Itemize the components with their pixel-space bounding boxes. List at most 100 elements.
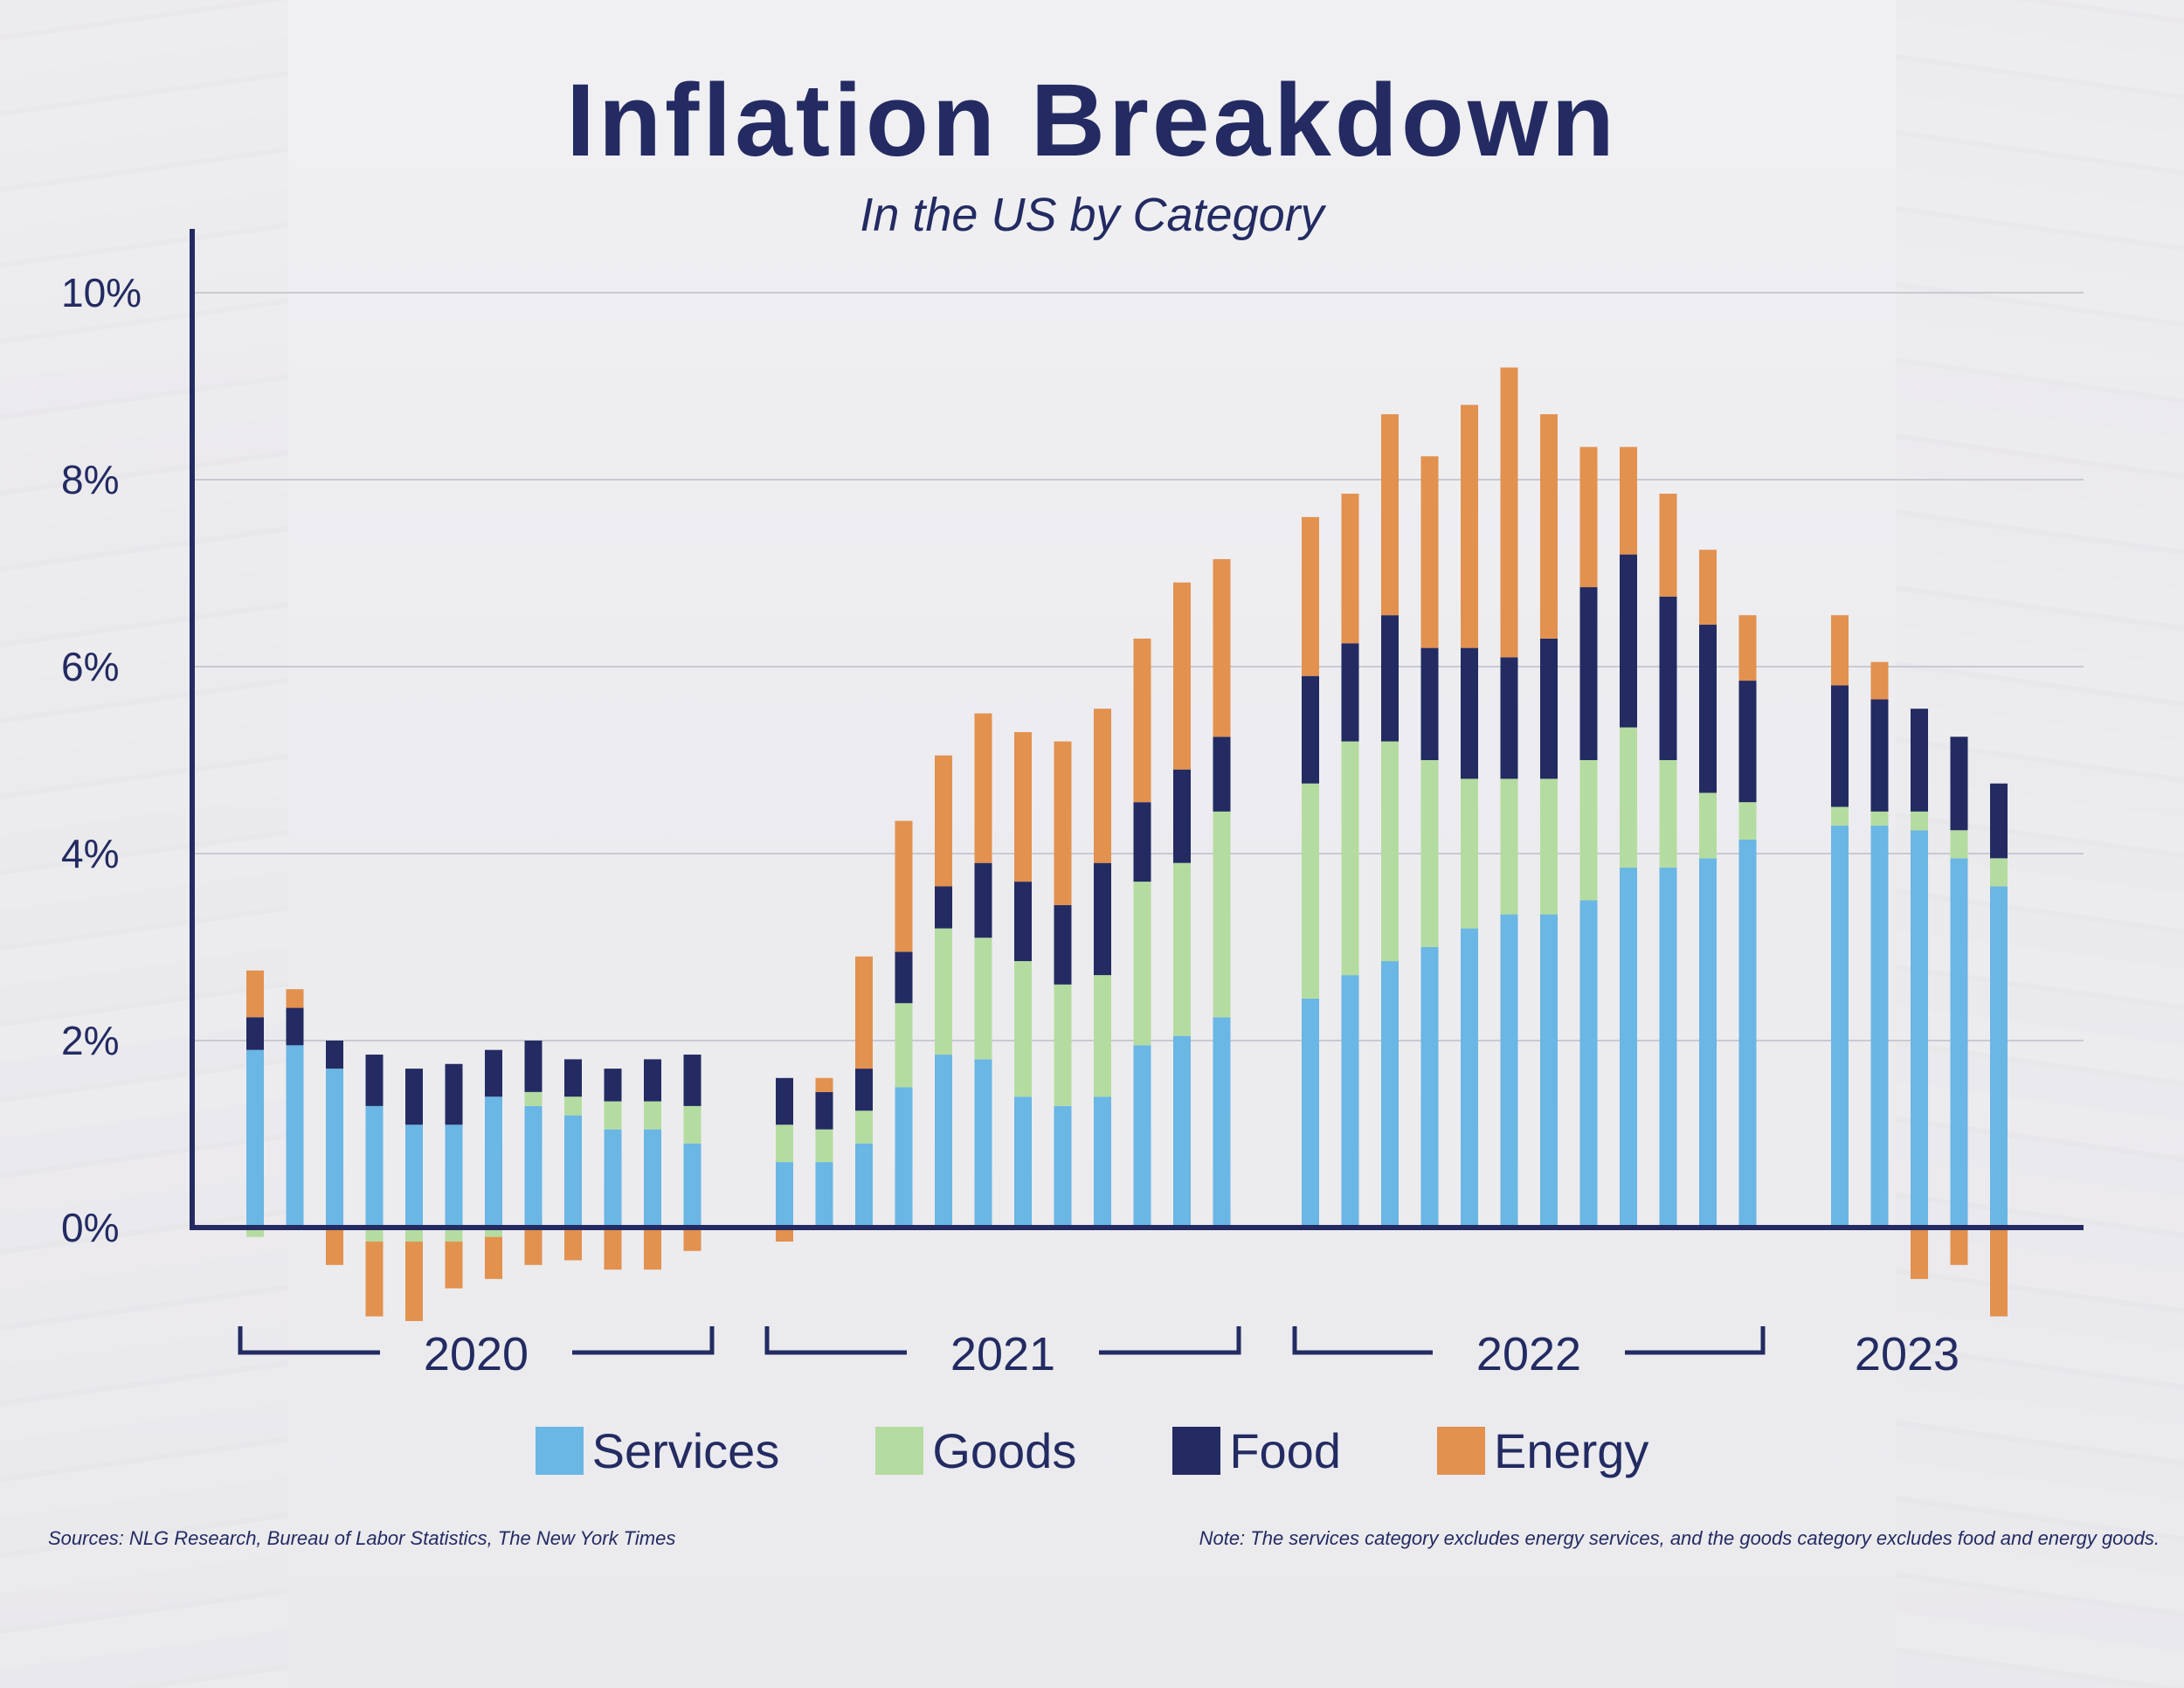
y-tick-label: 2% <box>61 1018 119 1063</box>
bar-segment-food-2020-7 <box>485 1049 502 1097</box>
bar-segment-food-2020-9 <box>564 1059 582 1097</box>
bar-segment-energy-2022-5 <box>1461 405 1478 648</box>
bar-segment-services-2022-6 <box>1500 914 1518 1228</box>
bar-segment-food-2022-2 <box>1341 643 1359 742</box>
bar-segment-energy-2023-3 <box>1911 1228 1928 1279</box>
bar-segment-food-2022-6 <box>1500 657 1518 779</box>
bar-segment-services-2020-12 <box>683 1143 702 1228</box>
bar-segment-goods-2020-5 <box>405 1228 423 1242</box>
bar-segment-goods-2020-4 <box>365 1228 384 1242</box>
bar-segment-energy-2020-5 <box>405 1242 423 1321</box>
bar-segment-food-2020-6 <box>445 1063 463 1125</box>
bar-segment-energy-2020-3 <box>326 1228 343 1265</box>
legend-label-goods: Goods <box>932 1423 1077 1478</box>
bar-segment-goods-2021-1 <box>776 1124 793 1163</box>
bar-segment-energy-2023-2 <box>1870 661 1889 700</box>
bar-segment-goods-2023-4 <box>1950 830 1968 859</box>
chart-subtitle: In the US by Category <box>860 189 1324 241</box>
bar-segment-goods-2020-8 <box>524 1091 543 1106</box>
bar-segment-services-2023-5 <box>1990 886 2008 1228</box>
bar-segment-food-2020-3 <box>326 1041 343 1069</box>
bar-segment-food-2022-4 <box>1420 647 1439 760</box>
sources-footnote: Sources: NLG Research, Bureau of Labor S… <box>48 1527 676 1549</box>
bar-segment-goods-2022-3 <box>1381 741 1399 962</box>
bar-segment-energy-2021-3 <box>855 956 873 1069</box>
bar-segment-services-2021-1 <box>776 1162 793 1228</box>
stacked-bar-chart: 0% 2% 4% 6% 8% 10% 2020 2021 2022 2023 <box>61 229 2084 1380</box>
bar-segment-goods-2022-8 <box>1579 760 1598 901</box>
bar-segment-services-2020-6 <box>445 1124 463 1228</box>
bar-segment-services-2022-9 <box>1620 868 1637 1228</box>
bar-segment-food-2022-3 <box>1381 615 1399 742</box>
bar-segment-goods-2021-4 <box>895 1003 913 1088</box>
bar-segment-energy-2023-5 <box>1990 1228 2008 1317</box>
bar-segment-food-2021-1 <box>776 1077 793 1125</box>
bar-segment-services-2020-1 <box>246 1049 264 1228</box>
bar-segment-goods-2020-7 <box>485 1228 502 1237</box>
bar-segment-services-2021-7 <box>1014 1097 1032 1228</box>
bar-segment-energy-2020-1 <box>246 970 264 1018</box>
bar-segment-services-2022-11 <box>1699 858 1717 1228</box>
bar-segment-goods-2022-6 <box>1500 778 1518 915</box>
bar-segment-food-2020-10 <box>604 1069 622 1102</box>
bar-segment-goods-2021-11 <box>1173 862 1191 1036</box>
bar-segment-services-2022-10 <box>1659 868 1677 1228</box>
bar-segment-goods-2023-2 <box>1870 811 1889 826</box>
bar-segment-food-2023-1 <box>1831 685 1849 807</box>
bar-segment-services-2020-10 <box>604 1129 622 1228</box>
year-brackets: 2020 2021 2022 2023 <box>238 1326 1959 1380</box>
bar-segment-food-2020-8 <box>524 1041 543 1092</box>
bar-segment-energy-2020-10 <box>604 1228 622 1270</box>
bar-segment-goods-2022-4 <box>1420 760 1439 947</box>
bar-segment-goods-2022-5 <box>1461 778 1478 929</box>
bar-segment-food-2022-10 <box>1659 596 1677 760</box>
year-label-2022: 2022 <box>1476 1328 1581 1380</box>
legend-item-goods: Goods <box>875 1422 1076 1479</box>
bar-segment-energy-2022-10 <box>1659 494 1677 597</box>
year-bracket-right-2020 <box>572 1326 715 1355</box>
bar-segment-services-2021-2 <box>815 1162 833 1228</box>
bar-segment-food-2023-3 <box>1911 709 1928 812</box>
bar-segment-services-2021-11 <box>1173 1035 1191 1228</box>
bar-segment-energy-2021-9 <box>1094 709 1111 863</box>
bar-segment-energy-2020-8 <box>524 1228 543 1265</box>
bar-segment-services-2020-8 <box>524 1105 543 1228</box>
bar-segment-services-2020-4 <box>365 1105 384 1228</box>
bar-segment-food-2023-5 <box>1990 783 2008 859</box>
legend-label-food: Food <box>1229 1423 1341 1478</box>
legend-swatch-services <box>535 1427 584 1475</box>
bar-segment-food-2020-11 <box>644 1059 661 1102</box>
bar-segment-food-2020-5 <box>405 1069 423 1125</box>
legend: Services Goods Food Energy <box>0 1422 2184 1479</box>
bar-segment-food-2022-11 <box>1699 624 1717 793</box>
legend-swatch-food <box>1172 1427 1221 1475</box>
legend-item-energy: Energy <box>1436 1422 1648 1479</box>
bar-segment-goods-2020-10 <box>604 1101 622 1130</box>
bar-segment-food-2022-1 <box>1302 675 1319 784</box>
bar-segment-energy-2023-1 <box>1831 615 1849 686</box>
bar-segment-food-2021-2 <box>815 1091 833 1130</box>
bar-segment-goods-2020-11 <box>644 1101 661 1130</box>
bar-segment-services-2021-5 <box>935 1055 952 1228</box>
bar-segment-energy-2022-6 <box>1500 367 1518 658</box>
bar-segment-services-2022-4 <box>1420 947 1439 1228</box>
bar-segment-services-2023-1 <box>1831 825 1849 1228</box>
bar-segment-goods-2022-2 <box>1341 741 1359 976</box>
bar-segment-food-2022-7 <box>1540 638 1558 779</box>
bar-segment-energy-2021-1 <box>776 1228 793 1242</box>
bar-segment-food-2021-3 <box>855 1069 873 1111</box>
bar-segment-energy-2022-4 <box>1420 456 1439 648</box>
y-tick-label: 10% <box>61 270 142 315</box>
bar-segment-services-2021-12 <box>1213 1017 1231 1228</box>
bar-segment-goods-2020-9 <box>564 1097 582 1116</box>
bar-segment-services-2023-2 <box>1870 825 1889 1228</box>
bar-segment-services-2021-8 <box>1054 1105 1072 1228</box>
bar-segment-services-2021-9 <box>1094 1097 1111 1228</box>
bar-segment-goods-2021-5 <box>935 928 952 1055</box>
y-tick-label: 0% <box>61 1205 119 1250</box>
bar-segment-food-2020-2 <box>286 1007 304 1046</box>
bar-segment-energy-2020-9 <box>564 1228 582 1261</box>
bar-segment-goods-2020-12 <box>683 1105 702 1144</box>
bar-segment-goods-2021-7 <box>1014 961 1032 1097</box>
